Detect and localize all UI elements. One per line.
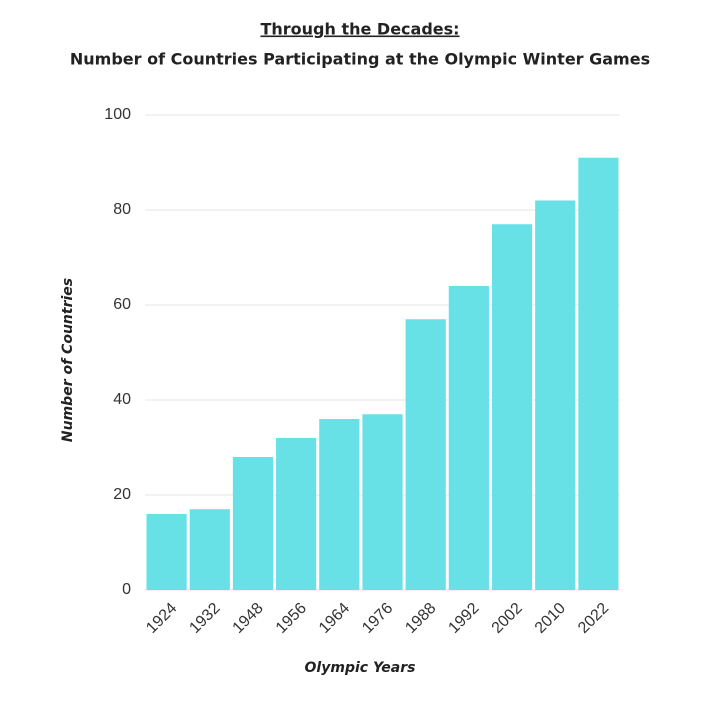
bar <box>535 200 576 590</box>
x-tick-label: 1924 <box>143 600 180 637</box>
bar <box>362 414 403 590</box>
x-tick-label: 1992 <box>445 600 482 637</box>
x-tick-label: 1976 <box>359 600 396 637</box>
bar <box>232 457 274 590</box>
chart-subtitle: Number of Countries Participating at the… <box>70 50 650 69</box>
bar <box>189 509 230 590</box>
y-tick-label: 40 <box>113 391 131 408</box>
x-tick-label: 2002 <box>489 600 526 637</box>
x-tick-label: 2022 <box>575 600 612 637</box>
y-tick-label: 20 <box>113 486 131 503</box>
chart-title: Through the Decades: <box>260 20 459 39</box>
x-tick-label: 1988 <box>402 600 439 637</box>
x-tick-label: 1956 <box>273 600 310 637</box>
bar <box>405 319 446 590</box>
bar <box>448 286 489 590</box>
bar <box>276 438 317 590</box>
y-tick-label: 80 <box>113 201 131 218</box>
y-tick-label: 0 <box>122 581 131 598</box>
x-tick-label: 1932 <box>186 600 223 637</box>
bar <box>578 157 619 590</box>
x-tick-label: 1964 <box>316 600 353 637</box>
x-tick-label: 1948 <box>230 600 267 637</box>
y-tick-label: 100 <box>104 106 131 123</box>
bar <box>491 224 533 590</box>
x-axis-title: Olympic Years <box>305 660 416 676</box>
bar <box>146 514 187 590</box>
x-tick-label: 2010 <box>532 600 569 637</box>
y-tick-label: 60 <box>113 296 131 313</box>
bar <box>319 419 360 590</box>
y-axis-title: Number of Countries <box>60 278 76 442</box>
